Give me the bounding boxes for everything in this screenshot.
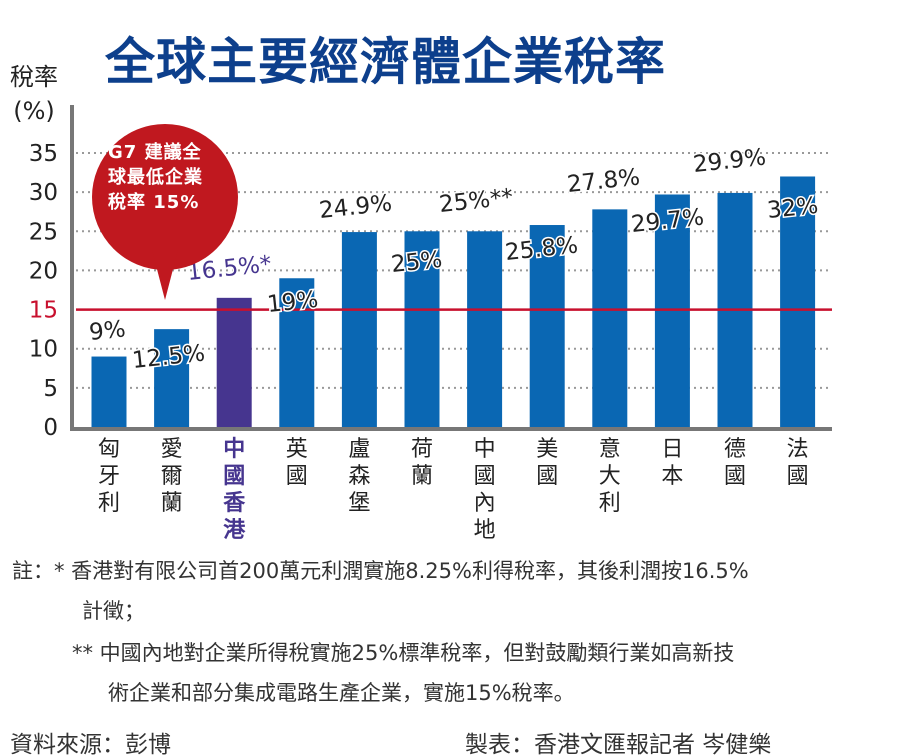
bar-chart: 05101520253035匈牙利愛爾蘭中國香港英國盧森堡荷蘭中國內地美國意大利… [29, 105, 832, 543]
x-tick-label: 意 [599, 437, 621, 462]
y-tick-label: 30 [29, 180, 58, 206]
x-tick-label: 牙 [98, 464, 120, 489]
data-label: 25%** [438, 184, 514, 218]
data-label: 9% [88, 316, 127, 346]
bar [216, 297, 252, 427]
x-tick-label: 中 [223, 437, 245, 462]
y-axis-label-line1: 稅率 [10, 63, 58, 91]
x-tick-label: 地 [474, 518, 496, 543]
x-tick-label: 國 [787, 464, 809, 489]
y-tick-label: 35 [29, 141, 58, 167]
bar [91, 356, 127, 427]
bar [341, 232, 377, 427]
x-tick-label: 堡 [348, 491, 370, 516]
x-tick-label: 法 [787, 437, 809, 462]
bar [592, 209, 628, 427]
y-tick-label: 20 [29, 258, 58, 284]
annotation-line: 稅率 15% [108, 192, 200, 213]
y-tick-label: 25 [29, 219, 58, 245]
bar [529, 225, 565, 427]
annotation-bubble [92, 124, 238, 270]
x-tick-label: 德 [724, 437, 746, 462]
y-tick-label: 10 [29, 337, 58, 363]
x-tick-label: 內 [474, 491, 496, 516]
data-label: 24.9% [318, 190, 393, 223]
y-tick-label: 5 [43, 376, 58, 402]
data-label: 25.8% [504, 232, 579, 265]
x-tick-label: 本 [661, 464, 683, 489]
x-tick-label: 森 [348, 464, 370, 489]
note-1: 註：* 香港對有限公司首200萬元利潤實施8.25%利得稅率，其後利潤按16.5… [12, 559, 749, 583]
y-axis-label-line2: (%) [13, 97, 55, 125]
bar [279, 278, 315, 427]
data-label: 32% [766, 193, 820, 224]
y-tick-label: 15 [29, 298, 58, 324]
x-tick-label: 盧 [348, 437, 370, 462]
x-tick-label: 利 [599, 491, 621, 516]
y-axis-label: 稅率 (%) [10, 60, 58, 128]
credit: 製表：香港文匯報記者 岑健樂 [465, 732, 772, 755]
x-tick-label: 蘭 [161, 491, 183, 516]
x-tick-label: 匈 [98, 437, 120, 462]
x-tick-label: 國 [536, 464, 558, 489]
note-2: ** 中國內地對企業所得稅實施25%標準稅率，但對鼓勵類行業如高新技 [72, 641, 735, 665]
x-tick-label: 利 [98, 491, 120, 516]
x-tick-label: 英 [286, 437, 308, 462]
x-tick-label: 愛 [161, 437, 183, 462]
x-tick-label: 國 [474, 464, 496, 489]
data-label: 12.5% [131, 340, 206, 373]
annotation-line: G7 建議全 [108, 142, 202, 163]
x-tick-label: 日 [661, 437, 683, 462]
data-label: 19% [266, 287, 320, 318]
data-label: 25% [390, 247, 444, 278]
x-tick-label: 國 [724, 464, 746, 489]
x-tick-label: 香 [223, 491, 245, 516]
note-1-continued: 計徵； [82, 599, 145, 623]
x-tick-label: 港 [223, 518, 246, 543]
x-tick-label: 荷 [411, 437, 433, 462]
data-label: 29.7% [630, 204, 705, 237]
y-tick-label: 0 [43, 415, 58, 441]
annotation-bubble-pointer [152, 250, 178, 300]
x-tick-label: 中 [474, 437, 496, 462]
x-tick-label: 大 [599, 464, 621, 489]
annotation-text: G7 建議全 球最低企業 稅率 15% [108, 140, 228, 215]
chart-title: 全球主要經濟體企業稅率 [105, 32, 666, 91]
x-tick-label: 美 [536, 437, 558, 462]
bar [404, 231, 440, 427]
note-2-continued: 術企業和部分集成電路生產企業，實施15%稅率。 [108, 681, 575, 705]
bar [467, 231, 503, 427]
annotation-line: 球最低企業 [108, 167, 203, 188]
x-tick-label: 國 [223, 464, 245, 489]
x-tick-label: 蘭 [411, 464, 433, 489]
bar [154, 329, 190, 427]
x-tick-label: 國 [286, 464, 308, 489]
data-label: 29.9% [692, 144, 767, 177]
bar [780, 176, 816, 427]
x-tick-label: 爾 [161, 464, 183, 489]
source: 資料來源：彭博 [10, 732, 171, 755]
